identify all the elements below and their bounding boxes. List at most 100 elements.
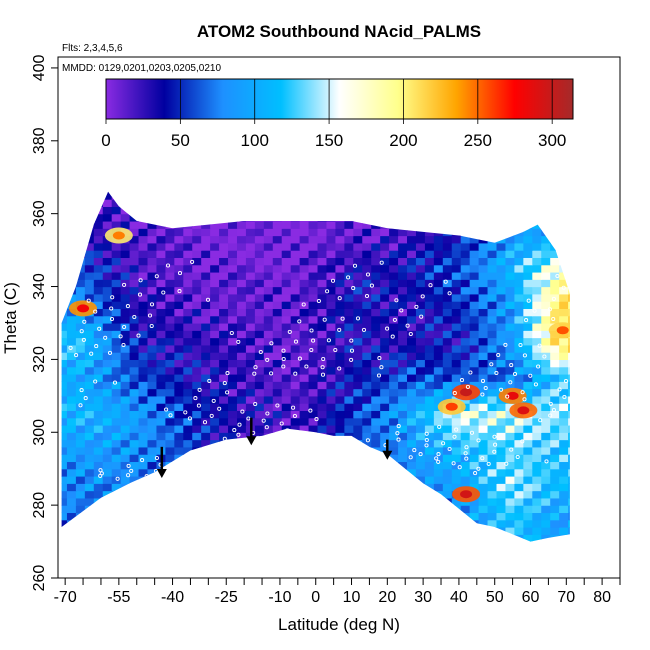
heatmap-cell xyxy=(192,403,202,412)
heatmap-cell xyxy=(559,497,569,506)
sample-point xyxy=(346,275,351,280)
heatmap-cell xyxy=(344,242,354,251)
heatmap-cell xyxy=(147,286,158,295)
heatmap-cell xyxy=(371,264,381,273)
heatmap-cell xyxy=(559,461,569,470)
heatmap-cell xyxy=(469,344,480,353)
heatmap-cell xyxy=(398,395,408,404)
heatmap-cell xyxy=(362,344,372,353)
heatmap-cell xyxy=(344,373,354,382)
sample-point xyxy=(322,317,327,322)
heatmap-cell xyxy=(174,403,184,412)
heatmap-cell xyxy=(559,468,569,477)
heatmap-cell xyxy=(433,271,444,280)
sample-point xyxy=(520,439,525,444)
heatmap-cell xyxy=(568,352,570,360)
heatmap-cell xyxy=(61,439,68,448)
heatmap-cell xyxy=(460,454,471,463)
heatmap-cell xyxy=(308,366,319,375)
heatmap-cell xyxy=(496,344,507,353)
sample-point xyxy=(483,385,488,391)
heatmap-cell xyxy=(415,373,426,382)
heatmap-cell xyxy=(451,446,462,455)
heatmap-cell xyxy=(111,417,122,426)
heatmap-cell xyxy=(61,410,68,419)
heatmap-cell xyxy=(263,403,274,412)
heatmap-cell xyxy=(183,264,193,273)
sample-point xyxy=(98,468,103,473)
heatmap-cell xyxy=(335,228,345,237)
heatmap-cell xyxy=(129,381,140,390)
heatmap-cell xyxy=(201,388,211,397)
heatmap-cell xyxy=(398,461,408,470)
heatmap-cell xyxy=(228,293,238,302)
heatmap-cell xyxy=(236,395,247,404)
heatmap-cell xyxy=(389,395,399,404)
heatmap-cell xyxy=(398,264,408,273)
heatmap-cell xyxy=(326,220,337,229)
heatmap-cell xyxy=(326,322,337,331)
heatmap-cell xyxy=(362,279,372,288)
heatmap-cell xyxy=(219,220,229,229)
heatmap-cell xyxy=(129,250,140,258)
heatmap-cell xyxy=(514,344,524,353)
sample-point xyxy=(385,326,390,331)
heatmap-cell xyxy=(326,250,337,258)
heatmap-cell xyxy=(353,220,363,229)
heatmap-cell xyxy=(120,213,131,222)
heatmap-cell xyxy=(210,308,220,317)
heatmap-cell xyxy=(317,410,328,419)
heatmap-cell xyxy=(451,432,462,441)
heatmap-cell xyxy=(147,461,158,470)
heatmap-cell xyxy=(201,308,211,317)
heatmap-cell xyxy=(263,322,274,331)
heatmap-cell xyxy=(407,344,417,353)
heatmap-cell xyxy=(487,308,498,317)
sample-point xyxy=(436,459,441,464)
heatmap-cell xyxy=(290,220,301,229)
heatmap-cell xyxy=(102,410,113,419)
heatmap-cell xyxy=(451,257,462,266)
heatmap-cell xyxy=(165,381,175,390)
sample-point xyxy=(538,418,543,423)
heatmap-cell xyxy=(236,366,247,375)
heatmap-cell xyxy=(407,286,417,295)
heatmap-cell xyxy=(228,279,238,288)
heatmap-cell xyxy=(398,301,408,309)
sample-point xyxy=(465,384,470,389)
heatmap-cell xyxy=(245,228,256,237)
heatmap-cell xyxy=(93,242,104,251)
heatmap-cell xyxy=(407,395,417,404)
heatmap-cell xyxy=(174,373,184,382)
x-tick-label: -25 xyxy=(215,589,238,606)
heatmap-cell xyxy=(371,388,381,397)
heatmap-cell xyxy=(147,395,158,404)
heatmap-cell xyxy=(120,432,131,441)
heatmap-cell xyxy=(559,381,569,390)
heatmap-cell xyxy=(210,344,220,353)
sample-point xyxy=(291,405,296,410)
heatmap-cell xyxy=(559,337,569,346)
heatmap-cell xyxy=(532,373,542,382)
heatmap-cell xyxy=(281,293,292,302)
x-tick-label: 40 xyxy=(450,589,468,606)
heatmap-cell xyxy=(299,322,310,331)
heatmap-cell xyxy=(120,424,131,433)
heatmap-cell xyxy=(75,475,86,484)
heatmap-cell xyxy=(61,519,68,528)
heatmap-cell xyxy=(245,235,256,244)
heatmap-cell xyxy=(407,242,417,251)
heatmap-cell xyxy=(147,322,158,331)
heatmap-cell xyxy=(433,468,444,477)
heatmap-cell xyxy=(228,242,238,251)
heatmap-cell xyxy=(84,403,95,412)
heatmap-cell xyxy=(514,505,524,514)
heatmap-cell xyxy=(219,228,229,237)
heatmap-cell xyxy=(362,308,372,317)
heatmap-cell xyxy=(460,271,471,280)
heatmap-cell xyxy=(245,410,256,419)
sample-point xyxy=(190,259,195,264)
heatmap-cell xyxy=(102,337,113,346)
heatmap-cell xyxy=(66,381,77,390)
heatmap-cell xyxy=(496,293,507,302)
